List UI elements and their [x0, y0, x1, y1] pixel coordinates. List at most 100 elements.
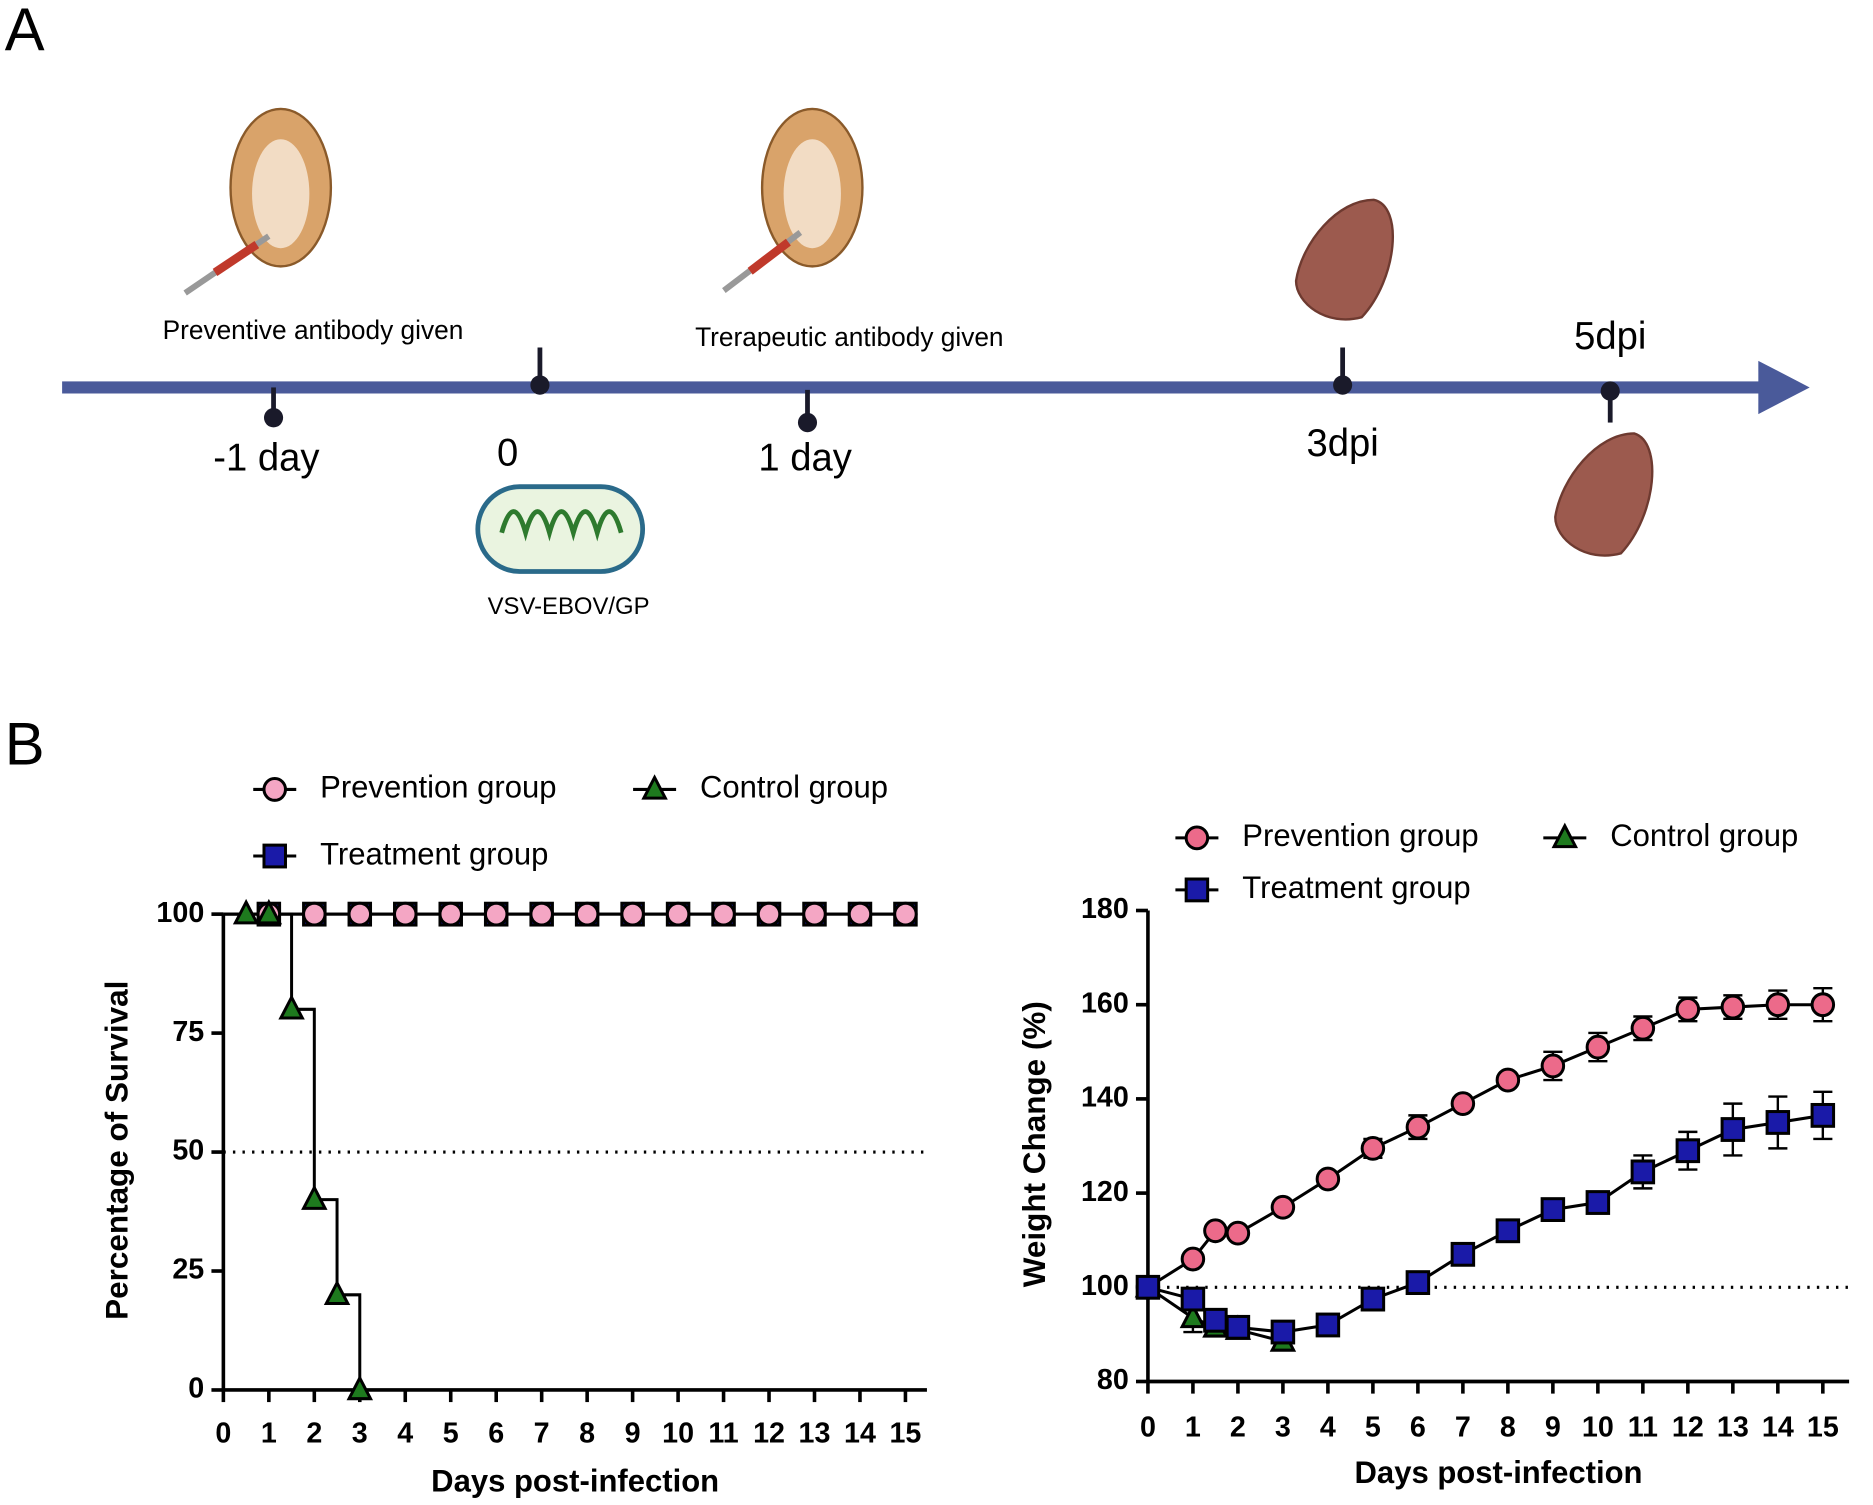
panel-label: A [5, 0, 45, 63]
series-line [1147, 1003, 1823, 1289]
legend-marker [1551, 822, 1579, 849]
x-tick-label: 6 [1410, 1411, 1426, 1443]
x-tick-label: 15 [889, 1417, 921, 1449]
marker [847, 901, 873, 927]
marker [529, 901, 554, 927]
x-tick-label: 3 [1275, 1411, 1291, 1443]
marker [1810, 992, 1836, 1018]
marker [620, 901, 645, 927]
marker [1135, 1274, 1161, 1300]
x-tick-label: 10 [1582, 1411, 1614, 1443]
marker [438, 901, 463, 927]
hamster [722, 107, 864, 294]
marker [1720, 1117, 1746, 1142]
marker [278, 994, 305, 1020]
x-tick-label: 2 [1230, 1411, 1246, 1443]
y-tick-label: 50 [172, 1135, 204, 1167]
timeline-label: -1 day [213, 436, 320, 479]
legend-marker [1184, 825, 1210, 851]
marker [255, 898, 283, 925]
marker [301, 1184, 328, 1210]
marker [1315, 1312, 1341, 1338]
marker [1405, 1114, 1431, 1140]
y-tick-label: 25 [172, 1254, 204, 1286]
marker [1405, 1270, 1431, 1296]
marker [1180, 1286, 1206, 1312]
marker [711, 901, 736, 927]
timeline-label: 5dpi [1574, 315, 1646, 358]
y-tick-label: 80 [1097, 1364, 1129, 1396]
legend-marker [641, 774, 668, 800]
x-tick-label: 15 [1807, 1411, 1839, 1443]
x-tick-label: 5 [443, 1417, 459, 1449]
timeline-label: 3dpi [1307, 422, 1379, 465]
series-line [1147, 1113, 1824, 1334]
legend-label: Treatment group [1242, 870, 1470, 905]
marker [1765, 1110, 1791, 1135]
marker [574, 901, 600, 927]
legend-marker [1184, 877, 1210, 903]
marker [1360, 1286, 1386, 1312]
y-tick-label: 120 [1081, 1176, 1129, 1208]
legend-marker [262, 777, 287, 802]
y-tick-label: 180 [1081, 893, 1129, 925]
marker [1495, 1067, 1521, 1093]
y-axis-label: Weight Change (%) [1017, 1001, 1052, 1287]
x-tick-label: 0 [1140, 1411, 1156, 1443]
marker [1675, 997, 1701, 1022]
legend-label: Prevention group [320, 770, 556, 805]
timeline [62, 347, 1810, 433]
marker [483, 901, 509, 927]
y-tick-label: 0 [188, 1372, 204, 1404]
marker [1270, 1319, 1296, 1345]
marker [347, 901, 373, 927]
x-tick-label: 12 [1672, 1411, 1704, 1443]
marker [1203, 1307, 1228, 1333]
marker [1225, 1220, 1251, 1246]
marker [232, 898, 260, 925]
x-tick-label: 1 [1185, 1411, 1201, 1443]
legend-label: Control group [700, 770, 888, 805]
marker [1630, 1159, 1656, 1185]
virus [475, 484, 646, 574]
marker [893, 901, 918, 927]
marker [1315, 1166, 1341, 1192]
marker [1540, 1197, 1566, 1222]
marker [1450, 1091, 1476, 1117]
x-tick-label: 11 [708, 1417, 738, 1449]
marker [1225, 1314, 1251, 1340]
marker [1179, 1302, 1207, 1329]
liver [1554, 432, 1654, 557]
legend-label: Treatment group [320, 836, 548, 871]
x-tick-label: 8 [579, 1417, 595, 1449]
x-tick-label: 3 [352, 1417, 368, 1449]
y-tick-label: 100 [1081, 1270, 1129, 1302]
x-tick-label: 7 [534, 1417, 550, 1449]
marker [1203, 1218, 1228, 1244]
marker [1540, 1053, 1566, 1079]
annotation: VSV-EBOV/GP [488, 593, 650, 620]
y-tick-label: 100 [156, 897, 204, 929]
liver [1294, 198, 1394, 321]
x-tick-label: 9 [1545, 1411, 1561, 1443]
marker [1810, 1102, 1836, 1128]
x-tick-label: 13 [1717, 1411, 1749, 1443]
legend-label: Control group [1610, 818, 1798, 853]
timeline-label: 0 [497, 431, 518, 474]
x-tick-label: 12 [753, 1417, 785, 1449]
marker [1180, 1246, 1206, 1272]
marker [393, 901, 418, 927]
marker [1360, 1135, 1386, 1161]
x-tick-label: 7 [1455, 1411, 1471, 1443]
marker [1630, 1015, 1656, 1041]
x-tick-label: 4 [397, 1417, 413, 1449]
marker [1585, 1034, 1611, 1060]
x-tick-label: 2 [306, 1417, 322, 1449]
y-axis-label: Percentage of Survival [100, 981, 135, 1320]
x-tick-label: 8 [1500, 1411, 1516, 1443]
x-tick-label: 14 [844, 1417, 876, 1449]
x-tick-label: 5 [1365, 1411, 1381, 1443]
y-tick-label: 75 [172, 1016, 204, 1048]
marker [665, 901, 691, 927]
